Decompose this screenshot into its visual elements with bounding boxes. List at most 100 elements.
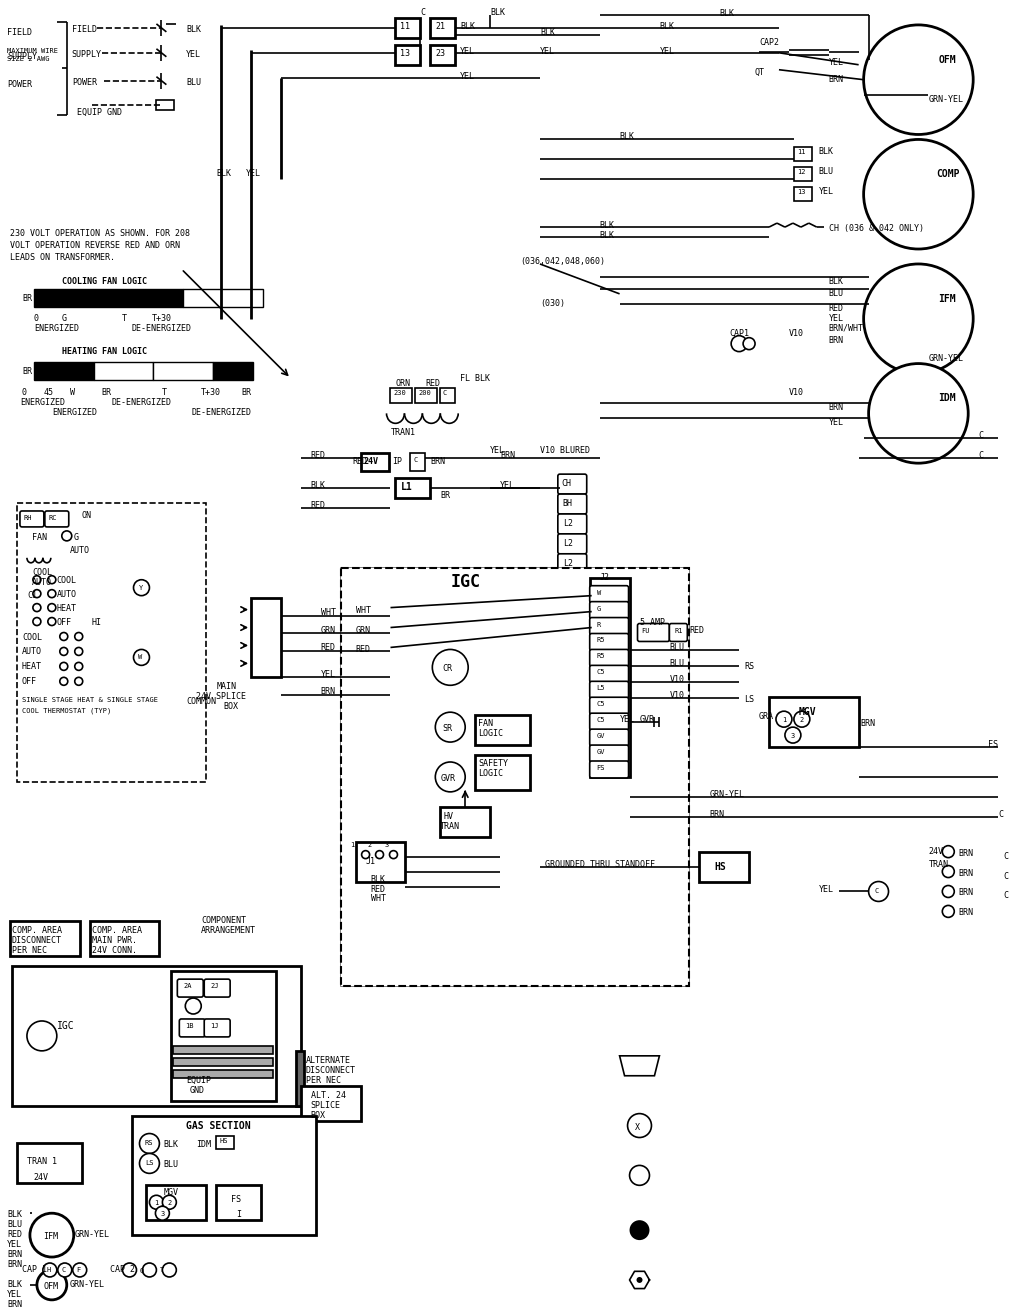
Bar [184,290,263,307]
Text: POWER: POWER [7,80,32,89]
Bar [34,290,184,307]
Text: RED: RED [310,500,326,510]
Text: BLU: BLU [669,659,685,668]
Text: AUTO: AUTO [70,546,90,555]
Bar [396,45,421,64]
Circle shape [868,364,968,464]
Bar [173,1045,273,1053]
Text: FIELD: FIELD [72,25,97,34]
Text: HEAT: HEAT [22,663,42,672]
FancyBboxPatch shape [590,601,629,618]
Text: IFM: IFM [43,1233,58,1241]
FancyBboxPatch shape [590,650,629,667]
Text: I: I [236,1210,241,1220]
Text: MGV: MGV [163,1188,178,1197]
Text: Q: Q [139,1267,143,1273]
Text: BR: BR [241,389,252,397]
Text: L2: L2 [563,519,573,528]
Circle shape [785,727,801,743]
Bar [16,1144,81,1183]
Text: FS: FS [231,1195,241,1204]
Text: YEL: YEL [460,47,475,56]
Text: TRAN: TRAN [440,821,460,831]
Text: OFM: OFM [938,55,956,64]
Text: SUPPLY: SUPPLY [7,52,37,60]
Text: J2: J2 [600,572,609,582]
Text: BLU: BLU [7,1220,22,1229]
Bar [475,715,530,745]
Text: C: C [978,451,984,460]
Bar [361,453,389,472]
Text: HS: HS [220,1137,228,1144]
Text: 1   2   3: 1 2 3 [351,842,389,848]
Text: 24V: 24V [364,457,378,466]
Circle shape [731,335,747,351]
Text: BH: BH [563,499,573,508]
Circle shape [636,1277,642,1282]
Text: YEL: YEL [187,50,201,59]
Text: C1: C1 [27,591,37,600]
Text: YEL: YEL [540,47,555,56]
Text: FL BLK: FL BLK [460,373,490,383]
Bar [340,567,690,986]
Text: DE-ENERGIZED: DE-ENERGIZED [132,324,192,333]
Circle shape [60,647,68,655]
Text: BLK: BLK [829,276,843,286]
Text: GRN-YEL: GRN-YEL [74,1230,109,1239]
Circle shape [47,590,56,597]
Text: C: C [1003,871,1008,880]
Circle shape [58,1263,72,1277]
Text: 230: 230 [394,390,406,397]
Text: RED: RED [690,626,704,634]
Text: G: G [62,314,67,322]
Text: QT: QT [754,68,764,77]
Text: 2: 2 [167,1200,171,1207]
Text: BRN: BRN [321,688,336,697]
Text: FS: FS [597,765,605,772]
Bar [16,503,206,782]
Text: GV: GV [597,749,605,755]
Text: YEL: YEL [660,47,674,56]
Circle shape [794,711,809,727]
Text: OFM: OFM [44,1282,59,1290]
Text: BRN: BRN [7,1250,22,1259]
Text: RED: RED [356,646,370,655]
Text: GRN-YEL: GRN-YEL [70,1280,105,1289]
Text: RH: RH [24,515,32,521]
Text: 0: 0 [34,314,39,322]
Circle shape [375,850,384,858]
Text: C: C [62,1267,66,1273]
Text: BOX: BOX [224,702,238,711]
Text: GRN-YEL: GRN-YEL [928,94,963,103]
Circle shape [142,1263,157,1277]
Text: LOGIC: LOGIC [478,769,503,778]
Text: R: R [597,621,601,627]
Text: SUPPLY: SUPPLY [72,50,102,59]
Text: R5: R5 [597,638,605,643]
Text: LS: LS [145,1161,154,1166]
Text: IFM: IFM [938,293,956,304]
Circle shape [942,905,955,917]
Text: HS: HS [714,862,726,871]
Bar [301,1086,361,1120]
Text: YEL: YEL [500,481,516,490]
Text: FIELD: FIELD [7,28,32,37]
Text: YEL: YEL [829,418,843,427]
Text: BRN: BRN [829,75,843,84]
Text: BLU: BLU [829,290,843,297]
Text: YEL: YEL [7,1290,22,1300]
Bar [12,967,301,1106]
Text: 24V CONN.: 24V CONN. [92,946,137,955]
Text: COMPONENT: COMPONENT [201,917,246,925]
Text: ENERGIZED: ENERGIZED [52,409,97,418]
Text: BLK: BLK [600,231,614,240]
Text: OFF: OFF [57,617,72,626]
Text: COMMON: COMMON [187,697,217,706]
Text: ORN: ORN [396,379,410,388]
Text: C5: C5 [597,717,605,723]
Bar [34,362,94,380]
Text: ON: ON [81,511,92,520]
FancyBboxPatch shape [590,665,629,683]
Bar [356,842,405,882]
Text: RED: RED [321,643,336,652]
